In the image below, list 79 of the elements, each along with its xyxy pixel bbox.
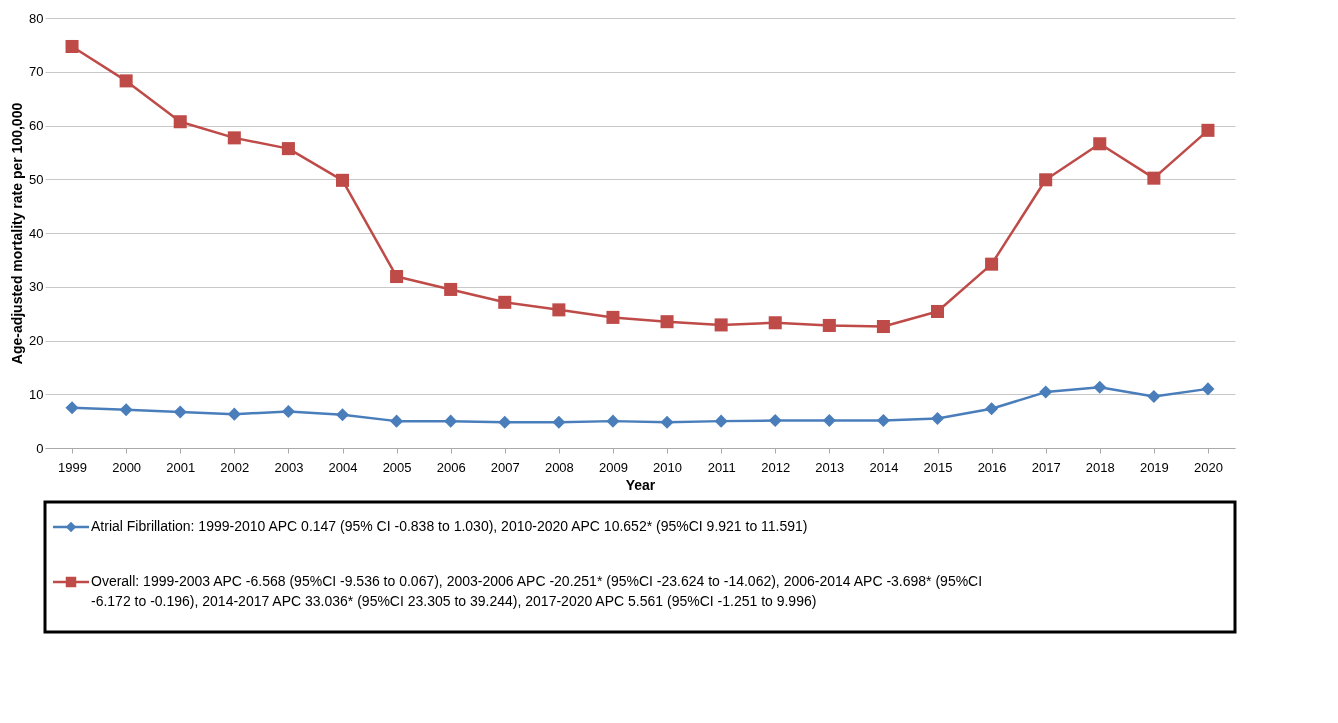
x-tick-label: 2018 bbox=[1085, 459, 1115, 475]
point bbox=[930, 304, 945, 318]
x-tick-label: 2004 bbox=[328, 459, 358, 475]
point bbox=[985, 402, 999, 416]
x-tick-label: 2020 bbox=[1193, 459, 1223, 475]
x-tick-label: 2005 bbox=[382, 459, 412, 475]
x-axis-title: Year bbox=[625, 476, 656, 493]
x-tick-label: 2014 bbox=[869, 459, 899, 475]
point bbox=[1093, 380, 1107, 394]
point bbox=[606, 310, 620, 324]
point bbox=[552, 303, 566, 317]
x-tick-label: 2019 bbox=[1139, 459, 1169, 475]
point bbox=[768, 414, 782, 428]
y-axis-title: Age-adjusted mortality rate per 100,000 bbox=[9, 102, 26, 365]
point bbox=[552, 415, 566, 429]
point bbox=[119, 74, 133, 88]
x-tick-label: 2010 bbox=[653, 459, 683, 475]
point bbox=[1147, 389, 1161, 403]
point bbox=[714, 318, 728, 332]
point bbox=[1039, 173, 1053, 187]
point bbox=[768, 316, 782, 330]
x-tick-label: 2012 bbox=[761, 459, 791, 475]
x-tick-label: 2009 bbox=[598, 459, 628, 475]
point bbox=[822, 414, 836, 428]
point bbox=[714, 414, 728, 428]
point bbox=[390, 414, 404, 428]
y-tick-label: 10 bbox=[29, 386, 44, 402]
x-tick-label: 2008 bbox=[544, 459, 574, 475]
x-tick-label: 2006 bbox=[436, 459, 466, 475]
point bbox=[173, 115, 187, 129]
x-tick-label: 2017 bbox=[1031, 459, 1061, 475]
point bbox=[498, 415, 512, 429]
y-tick-label: 70 bbox=[29, 64, 44, 80]
y-tick-label: 60 bbox=[29, 118, 44, 133]
point bbox=[822, 318, 836, 332]
point bbox=[876, 414, 890, 428]
point bbox=[1093, 137, 1107, 151]
legend-label: Overall: 1999-2003 APC -6.568 (95%CI -9.536 to 0.067), 2003-2006 APC -20.251* (95%CI -23.624 to -14.062), 2006-2014 APC -3.698* (95%CI -6.172 to -0.196), 2014-2017 APC 33.036* (95%CI 23.305 to 39.244), 2017-2020 APC 5.561 (95%CI -1.251 to 9.996) bbox=[91, 573, 983, 609]
y-tick-label: 20 bbox=[29, 333, 44, 348]
point bbox=[281, 404, 295, 418]
point bbox=[1147, 171, 1161, 185]
point bbox=[65, 401, 79, 415]
point bbox=[444, 414, 458, 428]
y-tick-label: 30 bbox=[29, 279, 44, 295]
point bbox=[335, 408, 350, 422]
x-tick-label: 2000 bbox=[112, 459, 142, 475]
legend-label: Atrial Fibrillation: 1999-2010 APC 0.147 (95% CI -0.838 to 1.030), 2010-2020 APC 10.652* (95%CI 9.921 to 11.591) bbox=[91, 518, 808, 534]
y-tick-label: 40 bbox=[29, 225, 44, 241]
point bbox=[930, 411, 945, 425]
y-tick-label: 80 bbox=[29, 10, 44, 26]
y-tick-label: 0 bbox=[36, 440, 44, 456]
point bbox=[985, 257, 999, 271]
x-tick-label: 2013 bbox=[815, 459, 845, 475]
point bbox=[227, 407, 241, 421]
point bbox=[65, 39, 79, 54]
x-tick-label: 2001 bbox=[166, 459, 196, 475]
point bbox=[1039, 385, 1053, 399]
point bbox=[227, 131, 241, 145]
point bbox=[444, 282, 458, 296]
x-tick-label: 2016 bbox=[977, 459, 1007, 475]
y-tick-label: 50 bbox=[29, 171, 44, 187]
point bbox=[335, 173, 350, 187]
x-tick-label: 1999 bbox=[58, 459, 88, 475]
x-tick-label: 2007 bbox=[490, 459, 520, 475]
point bbox=[1201, 382, 1215, 396]
x-tick-label: 2015 bbox=[923, 459, 953, 475]
point bbox=[390, 270, 404, 284]
point bbox=[660, 315, 674, 329]
point bbox=[281, 142, 295, 156]
point bbox=[1201, 123, 1215, 137]
x-tick-label: 2002 bbox=[220, 459, 250, 475]
point bbox=[660, 415, 674, 429]
point bbox=[173, 405, 187, 419]
x-tick-label: 2011 bbox=[707, 459, 736, 475]
x-tick-label: 2003 bbox=[274, 459, 304, 475]
point bbox=[119, 403, 133, 417]
point bbox=[498, 295, 512, 309]
point bbox=[606, 414, 620, 428]
point bbox=[876, 320, 890, 334]
